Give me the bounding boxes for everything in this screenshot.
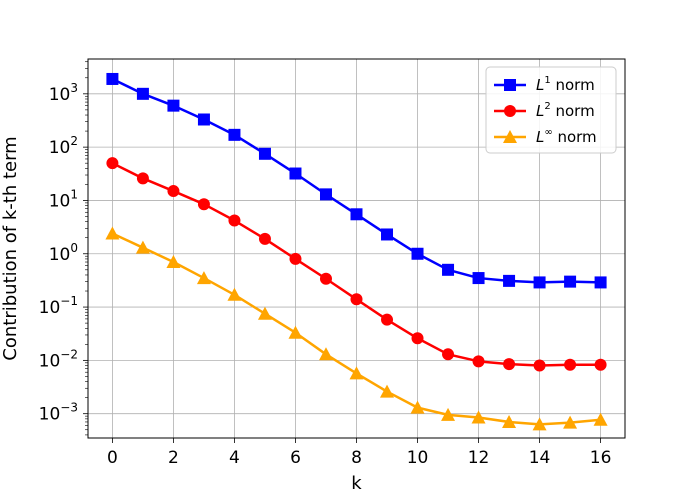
data-point — [136, 87, 149, 100]
data-point — [350, 208, 363, 221]
data-point — [564, 358, 577, 371]
data-point — [502, 414, 517, 428]
data-point — [228, 128, 241, 141]
data-point — [135, 240, 150, 254]
x-tick-label: 0 — [107, 448, 118, 468]
data-point — [167, 185, 180, 198]
data-point — [288, 325, 303, 339]
data-point — [197, 198, 210, 211]
data-point — [594, 358, 607, 371]
legend-label: L1 norm — [536, 75, 595, 94]
data-point — [106, 157, 119, 170]
y-tick-label: 102 — [49, 134, 78, 158]
data-point — [258, 232, 271, 245]
x-tick-label: 10 — [407, 448, 429, 468]
data-point — [533, 359, 546, 372]
legend: L1 norm L2 norm L∞ norm — [485, 66, 617, 154]
data-point — [442, 263, 455, 276]
y-tick-label: 10−3 — [39, 401, 78, 425]
data-point — [289, 252, 302, 265]
legend-marker — [504, 79, 516, 91]
legend-label: L2 norm — [536, 101, 595, 120]
data-point — [380, 384, 395, 398]
data-point — [167, 99, 180, 112]
data-point — [564, 275, 577, 288]
data-point — [166, 255, 181, 269]
y-tick-label: 101 — [49, 187, 78, 211]
series-layer — [105, 72, 608, 431]
x-tick-label: 2 — [168, 448, 179, 468]
data-point — [472, 272, 485, 285]
data-point — [411, 332, 424, 345]
data-point — [257, 306, 272, 320]
x-tick-label: 4 — [229, 448, 240, 468]
data-point — [381, 313, 394, 326]
data-point — [533, 276, 546, 289]
data-point — [381, 228, 394, 241]
y-tick-label: 10−2 — [39, 347, 78, 371]
data-point — [563, 415, 578, 429]
y-tick-label: 10−1 — [39, 294, 78, 318]
data-point — [289, 167, 302, 180]
legend-label: L∞ norm — [536, 127, 597, 146]
x-tick-label: 16 — [590, 448, 612, 468]
legend-item: L1 norm — [494, 75, 595, 94]
y-tick-label: 100 — [49, 241, 78, 265]
data-point — [106, 72, 119, 85]
legend-item: L2 norm — [494, 101, 595, 120]
data-point — [593, 412, 608, 426]
data-point — [197, 113, 210, 126]
data-point — [196, 271, 211, 285]
data-point — [349, 366, 364, 380]
data-point — [441, 407, 456, 421]
data-point — [319, 272, 332, 285]
data-point — [472, 355, 485, 368]
data-point — [136, 172, 149, 185]
legend-item: L∞ norm — [494, 127, 597, 146]
data-point — [227, 287, 242, 301]
legend-marker — [503, 130, 517, 143]
data-point — [503, 274, 516, 287]
x-tick-label: 14 — [529, 448, 551, 468]
ticks: 0 2 4 6 8 10 12 14 16 10−3 10−2 10−1 100 101 102 103 — [39, 61, 612, 468]
data-point — [532, 417, 547, 431]
x-tick-label: 12 — [468, 448, 490, 468]
data-point — [594, 276, 607, 289]
data-point — [411, 247, 424, 260]
data-point — [503, 358, 516, 371]
data-point — [410, 400, 425, 414]
data-point — [350, 293, 363, 306]
data-point — [228, 214, 241, 227]
x-tick-label: 8 — [351, 448, 362, 468]
legend-marker — [504, 105, 516, 117]
series-3 — [105, 226, 608, 431]
x-axis-label: k — [351, 473, 362, 492]
data-point — [442, 348, 455, 361]
series-2 — [106, 157, 607, 372]
series-1 — [106, 72, 607, 289]
data-point — [258, 147, 271, 160]
x-tick-label: 6 — [290, 448, 301, 468]
legend-box — [485, 66, 617, 154]
data-point — [319, 188, 332, 201]
data-point — [318, 347, 333, 361]
y-tick-label: 103 — [49, 81, 78, 105]
y-axis-label: Contribution of k-th term — [0, 136, 21, 360]
data-point — [105, 226, 120, 240]
data-point — [471, 410, 486, 424]
